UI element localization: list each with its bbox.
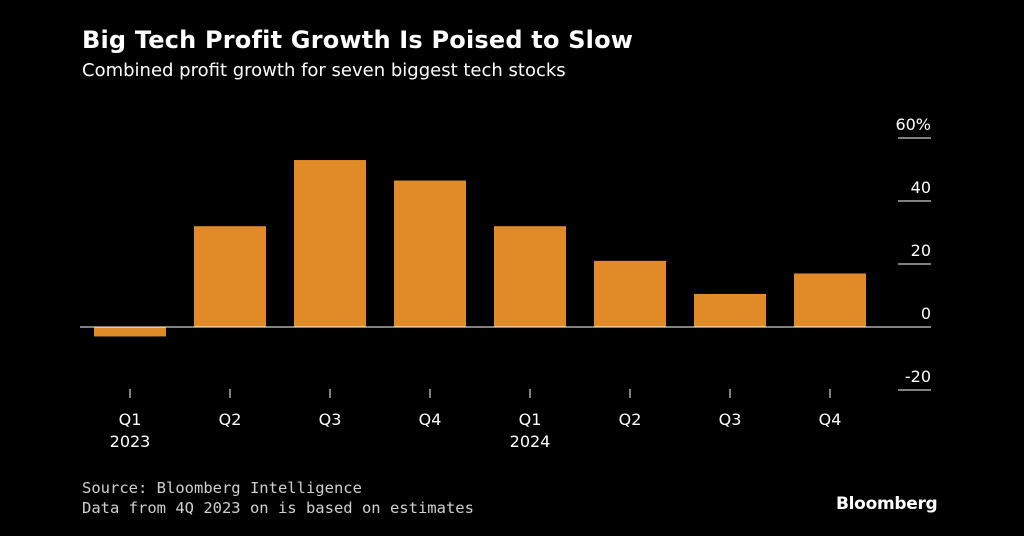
- bar: [194, 226, 266, 327]
- y-tick-label: -20: [905, 367, 931, 386]
- y-tick-label: 20: [911, 241, 931, 260]
- x-tick-label: Q1: [519, 410, 542, 429]
- chart-subtitle: Combined profit growth for seven biggest…: [82, 60, 566, 81]
- footer-notes: Source: Bloomberg Intelligence Data from…: [82, 478, 474, 518]
- y-tick-label: 60%: [895, 115, 931, 134]
- x-tick-label: Q3: [319, 410, 342, 429]
- x-tick-year-label: 2023: [110, 432, 151, 451]
- bar: [694, 293, 766, 327]
- x-tick-label: Q2: [619, 410, 642, 429]
- bloomberg-logo: Bloomberg: [836, 494, 938, 514]
- bar: [494, 226, 566, 327]
- x-tick-label: Q1: [119, 410, 142, 429]
- bar: [394, 180, 466, 327]
- bar: [594, 260, 666, 327]
- x-tick-label: Q4: [419, 410, 442, 429]
- bar: [94, 327, 166, 337]
- y-tick-label: 0: [921, 304, 931, 323]
- bar: [294, 160, 366, 327]
- x-tick-label: Q3: [719, 410, 742, 429]
- estimate-note: Data from 4Q 2023 on is based on estimat…: [82, 499, 474, 517]
- x-tick-label: Q2: [219, 410, 242, 429]
- x-tick-year-label: 2024: [510, 432, 551, 451]
- bar-chart: 60% 40 20 0 -20 Q1 2023 Q2 Q3 Q4 Q1 2024 Q2 Q3 Q4: [80, 115, 931, 451]
- source-note: Source: Bloomberg Intelligence: [82, 479, 362, 497]
- x-tick-label: Q4: [819, 410, 842, 429]
- bar: [794, 273, 866, 327]
- y-tick-label: 40: [911, 178, 931, 197]
- chart-title: Big Tech Profit Growth Is Poised to Slow: [82, 26, 634, 54]
